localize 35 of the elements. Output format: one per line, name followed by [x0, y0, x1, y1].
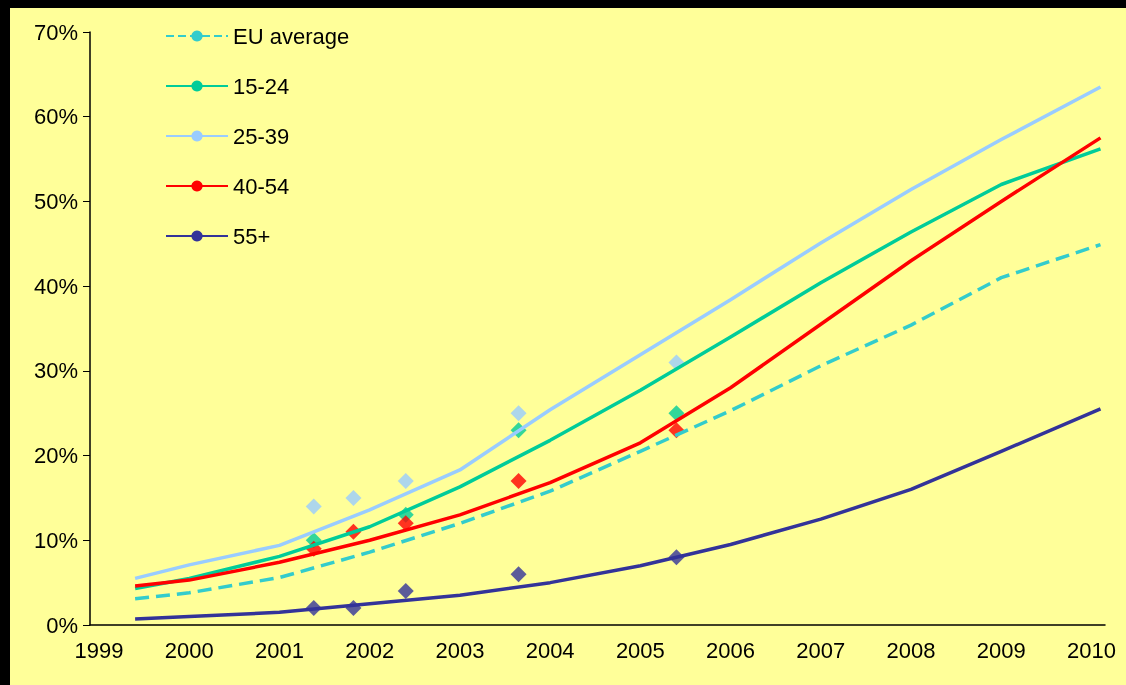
point	[510, 566, 527, 583]
line-series	[133, 242, 1103, 601]
x-tick-label: 2004	[525, 637, 575, 663]
x-tick-label: 2000	[164, 637, 214, 663]
line-series	[133, 407, 1103, 621]
x-tick-label: 2005	[615, 637, 665, 663]
legend-label: 55+	[233, 223, 271, 249]
y-tick-label: 40%	[33, 273, 78, 299]
y-tick-label: 60%	[33, 104, 78, 130]
point	[510, 405, 527, 422]
point	[305, 498, 322, 515]
point	[345, 489, 362, 506]
y-tick-label: 30%	[33, 358, 78, 384]
x-tick-label: 2002	[345, 637, 395, 663]
x-tick-label: 1999	[74, 637, 124, 663]
x-tick-label: 2006	[706, 637, 756, 663]
legend-label: 40-54	[233, 173, 290, 199]
point	[397, 583, 414, 600]
x-tick-label: 2010	[1066, 637, 1116, 663]
x-tick-label: 2008	[886, 637, 936, 663]
point	[510, 472, 527, 489]
x-tick-label: 2007	[796, 637, 846, 663]
y-tick-label: 10%	[33, 527, 78, 553]
point	[668, 405, 685, 422]
y-tick-label: 20%	[33, 443, 78, 469]
legend-label: 15-24	[233, 73, 290, 99]
y-tick-label: 50%	[33, 188, 78, 214]
y-tick-label: 0%	[46, 612, 78, 638]
x-tick-label: 2009	[976, 637, 1026, 663]
x-tick-label: 2001	[254, 637, 304, 663]
legend-label: 25-39	[233, 123, 290, 149]
y-tick-label: 70%	[33, 19, 78, 45]
point	[397, 472, 414, 489]
legend-label: EU average	[233, 23, 350, 49]
x-tick-label: 2003	[435, 637, 485, 663]
